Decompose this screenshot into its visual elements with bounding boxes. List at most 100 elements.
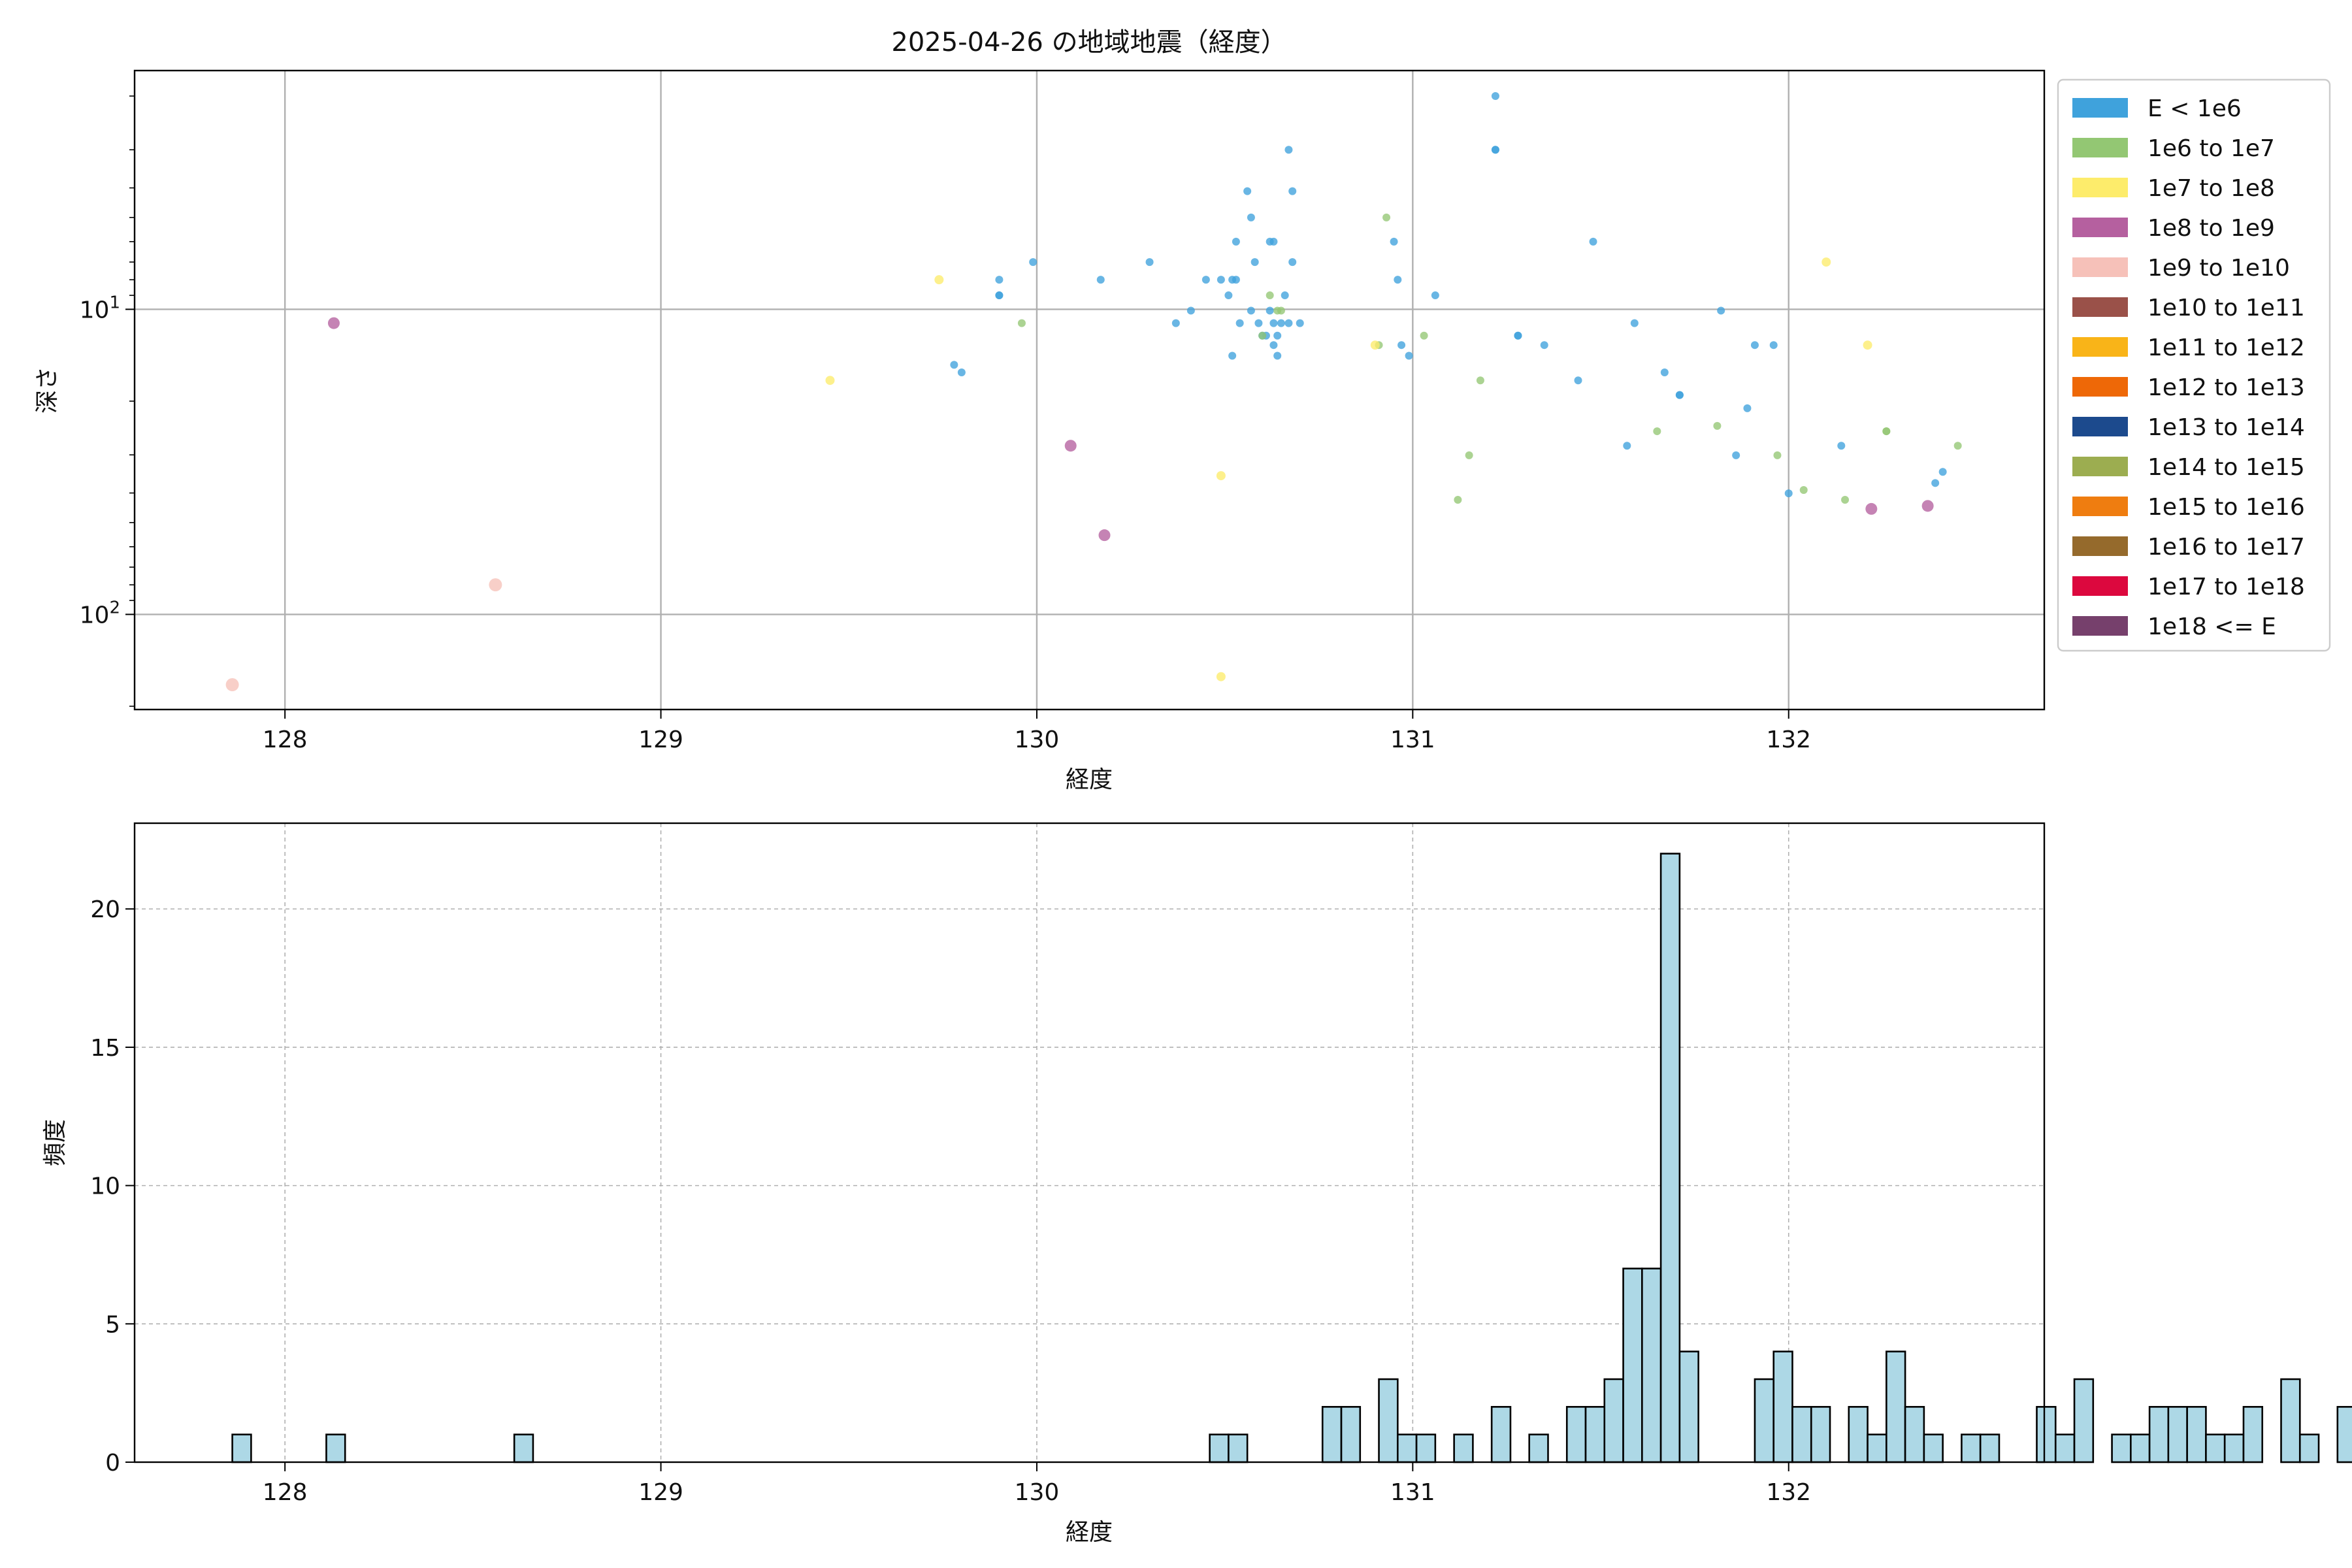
scatter-point (1288, 187, 1297, 195)
scatter-point (1841, 495, 1850, 504)
histogram-plot-area (135, 823, 2044, 1462)
histogram-bar (1415, 1433, 1437, 1463)
scatter-point (950, 361, 958, 369)
legend-label: 1e14 to 1e15 (2148, 454, 2305, 481)
scatter-point (1247, 306, 1255, 315)
scatter-y-tick-label: 101 (80, 293, 120, 323)
histogram-bar (231, 1433, 252, 1463)
histogram-y-tick-label: 5 (105, 1311, 120, 1338)
histogram-x-tick-label: 130 (1015, 1479, 1060, 1506)
histogram-bar (1321, 1406, 1343, 1463)
scatter-point (1938, 468, 1947, 476)
scatter-point (327, 317, 340, 329)
scatter-point (1514, 331, 1522, 340)
scatter-point (1773, 451, 1782, 459)
scatter-point (1882, 427, 1891, 436)
legend-label: 1e9 to 1e10 (2148, 255, 2290, 282)
legend-swatch (2072, 377, 2128, 397)
scatter-point (1273, 351, 1282, 360)
scatter-point (1675, 391, 1684, 399)
scatter-y-ticks: 101 102 (80, 95, 135, 707)
scatter-point (1382, 213, 1391, 221)
histogram-bar (325, 1433, 346, 1463)
scatter-point (1247, 213, 1255, 221)
legend-swatch (2072, 218, 2128, 237)
scatter-point (1574, 376, 1582, 385)
scatter-point (1660, 368, 1669, 377)
legend-label: 1e7 to 1e8 (2148, 175, 2275, 202)
histogram-bar (1584, 1406, 1606, 1463)
scatter-point (1732, 451, 1740, 459)
scatter-point (1284, 319, 1293, 327)
histogram-bar (2073, 1378, 2095, 1463)
scatter-point (1171, 319, 1180, 327)
histogram-bar (2111, 1433, 2132, 1463)
histogram-bar (2036, 1406, 2057, 1463)
histogram-x-ticks: 128 129 130 131 132 (263, 1462, 1811, 1506)
scatter-x-axis-label: 経度 (1066, 766, 1113, 793)
histogram-bar (2242, 1406, 2264, 1463)
histogram-y-ticks: 0 5 10 15 20 (90, 896, 135, 1477)
scatter-point (1370, 340, 1380, 350)
scatter-point (1799, 485, 1808, 494)
histogram-bar (1453, 1433, 1474, 1463)
histogram-bar (1565, 1406, 1587, 1463)
histogram-bar (1810, 1406, 1831, 1463)
histogram-bar (2223, 1433, 2245, 1463)
histogram-bar (1886, 1350, 1906, 1463)
histogram-bar (1603, 1378, 1624, 1463)
histogram-bar (1641, 1267, 1662, 1463)
histogram-bar (1622, 1267, 1643, 1463)
histogram-bar (1397, 1433, 1418, 1463)
scatter-point (1064, 440, 1077, 452)
scatter-point (1953, 442, 1962, 450)
scatter-point (1250, 258, 1259, 267)
legend-swatch (2072, 457, 2128, 476)
scatter-point (1029, 258, 1037, 267)
histogram-x-tick-label: 128 (263, 1479, 308, 1506)
scatter-point (1491, 92, 1499, 101)
histogram-y-tick-label: 10 (90, 1173, 120, 1200)
scatter-point (1277, 306, 1285, 315)
histogram-bar (2336, 1406, 2352, 1463)
histogram-panel: 128 129 130 131 132 0 5 10 15 20 経度 頻度 (42, 822, 2352, 1546)
legend-label: 1e18 <= E (2148, 613, 2276, 640)
scatter-point (1216, 471, 1226, 481)
scatter-point (1476, 376, 1484, 385)
scatter-point (1931, 479, 1940, 487)
scatter-point (1277, 319, 1285, 327)
scatter-point (1743, 404, 1752, 412)
legend-swatch (2072, 536, 2128, 556)
scatter-point (1232, 237, 1240, 246)
scatter-point (1405, 351, 1413, 360)
scatter-point (1863, 340, 1872, 350)
scatter-point (1235, 319, 1244, 327)
scatter-point (1653, 427, 1661, 436)
legend-label: 1e11 to 1e12 (2148, 335, 2305, 361)
scatter-point (1096, 276, 1105, 284)
histogram-bar (2130, 1433, 2151, 1463)
histogram-bar (2148, 1406, 2170, 1463)
scatter-point (1390, 237, 1398, 246)
scatter-point (1098, 529, 1111, 542)
scatter-plot-area (135, 71, 2044, 710)
scatter-point (1397, 341, 1406, 350)
scatter-frame (133, 69, 2046, 711)
scatter-point (1420, 331, 1428, 340)
scatter-point (1284, 146, 1293, 154)
scatter-point (1431, 291, 1439, 300)
scatter-point (1589, 237, 1597, 246)
scatter-points (225, 92, 1962, 692)
scatter-y-tick-label: 102 (80, 598, 120, 629)
histogram-y-axis-label: 頻度 (42, 1119, 69, 1166)
scatter-point (1266, 291, 1274, 300)
legend-label: 1e6 to 1e7 (2148, 135, 2275, 162)
scatter-point (1266, 306, 1274, 315)
histogram-bar (1904, 1406, 1925, 1463)
histogram-x-tick-label: 129 (638, 1479, 683, 1506)
scatter-point (995, 276, 1004, 284)
histogram-bar (2186, 1406, 2207, 1463)
scatter-point (1243, 187, 1252, 195)
scatter-point (1491, 146, 1499, 154)
histogram-bar (2167, 1406, 2188, 1463)
